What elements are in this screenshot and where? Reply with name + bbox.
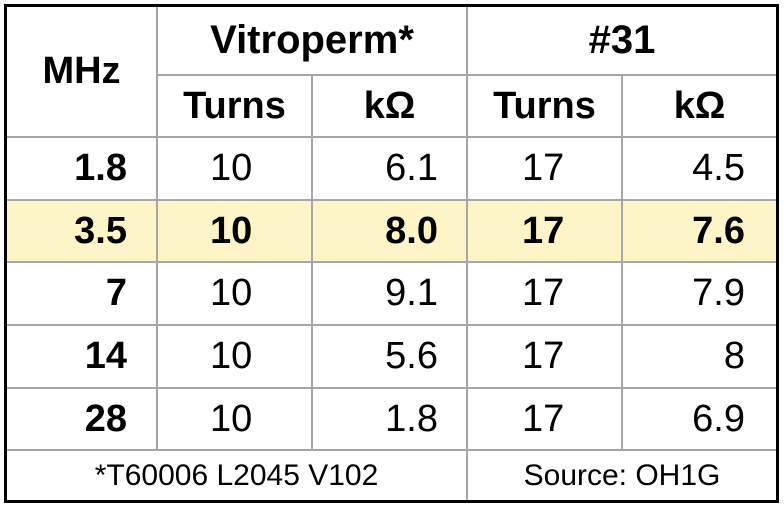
table-cell: 17 xyxy=(522,272,565,314)
table-cell: 6.9 xyxy=(692,397,745,440)
table-cell: 3.5 xyxy=(74,209,127,252)
sub-header: kΩ xyxy=(673,84,726,127)
table-frame xyxy=(4,4,779,503)
table-cell: 14 xyxy=(84,335,127,377)
sub-header: Turns xyxy=(183,84,286,127)
table-cell: 10 xyxy=(210,272,253,314)
table-cell: 4.5 xyxy=(692,147,745,189)
grid-line xyxy=(311,75,313,450)
table-cell: 10 xyxy=(210,335,253,377)
table-cell: 7 xyxy=(105,272,127,314)
grid-line xyxy=(6,199,777,201)
sub-header: Turns xyxy=(493,84,596,127)
grid-line xyxy=(621,75,623,450)
table-cell: 7.9 xyxy=(692,272,745,314)
table-cell: 9.1 xyxy=(385,272,438,314)
table-cell: 8 xyxy=(723,335,745,377)
grid-line xyxy=(6,449,777,451)
grid-line xyxy=(466,6,468,501)
table-cell: 17 xyxy=(522,397,565,440)
group-header: #31 xyxy=(588,18,656,62)
table-cell: 5.6 xyxy=(385,335,438,377)
footer-source: Source: OH1G xyxy=(523,458,721,492)
table-cell: 17 xyxy=(522,209,565,252)
table-cell: 8.0 xyxy=(385,209,438,252)
table-cell: 6.1 xyxy=(385,147,438,189)
table-cell: 7.6 xyxy=(692,209,745,252)
row-label-header: MHz xyxy=(42,50,121,92)
sub-header: kΩ xyxy=(363,84,416,127)
table-cell: 10 xyxy=(210,397,253,440)
footer-note: *T60006 L2045 V102 xyxy=(94,458,379,492)
grid-line xyxy=(6,324,777,326)
grid-line xyxy=(6,261,777,263)
table-cell: 1.8 xyxy=(385,397,438,440)
table-cell: 10 xyxy=(210,147,253,189)
group-header: Vitroperm* xyxy=(210,18,414,62)
table-cell: 1.8 xyxy=(74,147,127,189)
table-cell: 28 xyxy=(84,397,127,440)
table-cell: 17 xyxy=(522,335,565,377)
table-cell: 10 xyxy=(210,209,253,252)
grid-line xyxy=(156,6,158,450)
grid-line xyxy=(6,136,777,138)
highlight-row xyxy=(6,200,777,262)
grid-line xyxy=(6,387,777,389)
table-cell: 17 xyxy=(522,147,565,189)
